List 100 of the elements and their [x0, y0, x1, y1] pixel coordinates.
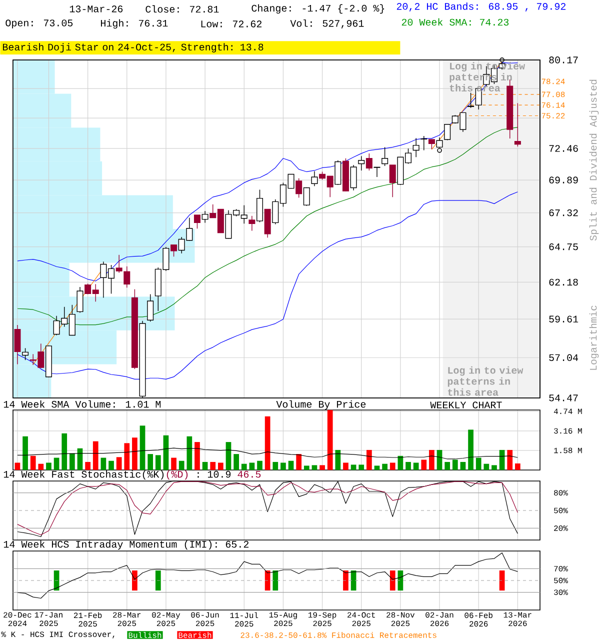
y-tick-label: 80.17: [549, 56, 578, 64]
bar: [249, 462, 255, 470]
candlestick: [428, 139, 435, 150]
bar: [62, 433, 68, 470]
bar: [14, 462, 20, 470]
text: High: 76.31: [100, 19, 168, 29]
bar: [178, 460, 184, 470]
x-tick-label: 13-Mar 2026: [504, 612, 532, 626]
bar: [382, 464, 388, 470]
y-tick-label: 50%: [554, 508, 568, 514]
bar: [499, 450, 505, 470]
bar: [54, 458, 60, 470]
text: Close: 72.81: [146, 5, 219, 13]
bar: [257, 460, 262, 470]
y-tick-label: 20%: [554, 525, 568, 531]
bar: [296, 454, 302, 470]
x-tick-label: 17-Jan 2025: [34, 612, 62, 626]
annotation: 78.24: [542, 78, 565, 84]
bar: [46, 462, 52, 470]
y-tick-label: 59.61: [549, 316, 578, 322]
candlestick: [358, 156, 365, 171]
bar: [460, 462, 466, 470]
x-tick-label: 15-Aug 2025: [269, 612, 297, 626]
bar: [124, 443, 130, 470]
chart-title: 14 Week HCS Intraday Momentum (IMI): 65.2: [4, 540, 248, 550]
bar: [241, 464, 247, 470]
bar: [272, 462, 278, 470]
data-label: 77.08: [542, 92, 565, 98]
bar: [350, 464, 356, 470]
bar: [358, 464, 364, 470]
bar: [374, 466, 380, 470]
bar: [390, 462, 396, 470]
bar: [468, 430, 474, 470]
text: 13-Mar-26: [70, 6, 123, 12]
bar: [70, 453, 75, 470]
bar: [264, 416, 270, 470]
candlestick: [366, 153, 372, 171]
candlestick: [468, 92, 474, 108]
candlestick: [170, 244, 178, 257]
candlestick: [194, 214, 200, 229]
text: Bullish: [128, 632, 162, 638]
bar: [202, 462, 208, 470]
text: : 10.9: [198, 470, 231, 478]
chart-title: 14 Week Fast Stochastic: [4, 470, 140, 478]
text: 20 Week SMA: 74.23: [402, 18, 509, 26]
bar: [85, 462, 90, 470]
bar: [444, 462, 450, 470]
bar: [163, 435, 169, 470]
bar: [92, 441, 98, 470]
x-tick-label: 06-Jun 2025: [191, 612, 219, 626]
y-tick-label: 30%: [554, 590, 568, 596]
data-label: 76.14: [542, 102, 565, 108]
legend-title: % K - HCS IMI Crossover,: [1, 632, 114, 638]
y-tick-label: 69.89: [549, 176, 578, 184]
text: Change: -1.47 {-2.0 %}: [252, 4, 384, 14]
bar: [30, 456, 36, 470]
text: Logarithmic: [589, 306, 599, 370]
candlestick: [350, 164, 357, 191]
x-tick-label: 21-Feb 2025: [74, 612, 102, 627]
y-tick-label: 54.47: [549, 394, 578, 402]
candlestick: [76, 286, 84, 314]
text: Open: 73.05: [6, 20, 73, 28]
bar: [116, 457, 122, 470]
bar: [366, 450, 372, 470]
candlestick: [248, 216, 256, 232]
candlestick: [514, 102, 521, 147]
chart-title: Bearish Doji Star on 24-Oct-25, Strength: 13.8: [2, 43, 264, 52]
bar: [421, 460, 427, 470]
candlestick: [444, 124, 451, 141]
bar: [507, 450, 513, 470]
bar: [171, 458, 176, 470]
y-tick-label: 70%: [554, 566, 568, 572]
bar: [280, 462, 286, 470]
bar: [413, 462, 419, 470]
bar: [194, 442, 200, 470]
text: Bearish: [178, 632, 212, 638]
text: Vol: 527,961: [290, 19, 364, 28]
y-tick-label: 50%: [554, 578, 568, 584]
candlestick: [311, 170, 318, 186]
series-label: (%D): [166, 470, 188, 480]
text: 23.6-38.2-50-61.8% Fibonacci Retracements: [240, 632, 436, 638]
y-tick-label: 4.74 M: [554, 408, 582, 414]
candlestick: [412, 138, 420, 158]
bar: [327, 410, 333, 470]
y-axis-title: Split and Dividend Adjusted: [589, 80, 599, 241]
candlestick: [147, 294, 154, 322]
y-tick-label: 64.75: [549, 243, 578, 250]
chart-title: 14 Week SMA Volume: 1.01 M: [4, 400, 161, 408]
bar: [132, 438, 138, 470]
bar: [335, 450, 341, 470]
candlestick: [303, 187, 310, 206]
bar: [140, 426, 146, 470]
text: 20,2 HC Bands: 68.95 , 79.92: [396, 2, 566, 12]
bar: [343, 462, 348, 470]
bar: [288, 460, 294, 470]
y-tick-label: 62.18: [549, 278, 578, 286]
bar: [436, 450, 442, 470]
y-tick-label: 67.32: [549, 209, 578, 216]
candlestick: [22, 348, 29, 360]
x-tick-label: 11-Jul 2025: [230, 612, 258, 627]
